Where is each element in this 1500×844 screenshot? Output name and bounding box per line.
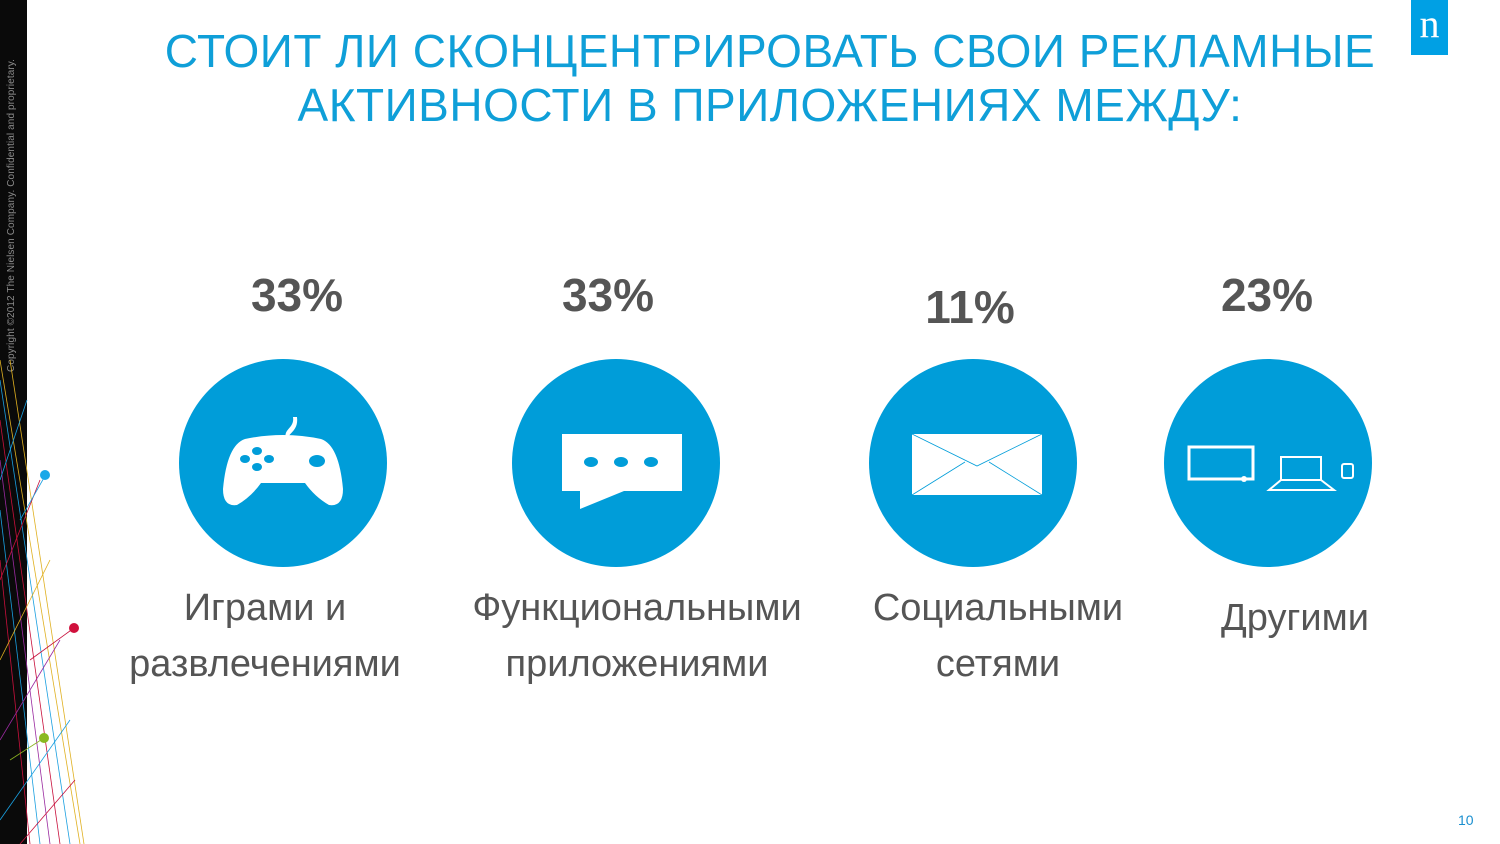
envelope-icon [911,433,1043,496]
copyright-text: Copyright ©2012 The Nielsen Company. Con… [6,58,17,372]
decorative-mesh-graphic [0,360,85,844]
label-games-line-2: развлечениями [129,643,401,685]
title-line-1: СТОИТ ЛИ СКОНЦЕНТРИРОВАТЬ СВОИ РЕКЛАМНЫЕ [164,25,1376,77]
circle-other [1164,359,1372,567]
circle-social [869,359,1077,567]
percent-games: 33% [250,269,344,321]
label-games-line-1: Играми и [183,587,347,629]
devices-icon [1187,445,1354,491]
percent-functional: 33% [561,269,655,321]
nielsen-logo: n [1411,0,1448,55]
label-social: Социальными сетями [818,580,1178,692]
circle-games [179,359,387,567]
label-other: Другими [1115,590,1475,646]
label-functional-line-1: Функциональными [472,587,802,629]
label-social-line-1: Социальными [872,587,1124,629]
page-number: 10 [1458,812,1474,828]
label-other-line-1: Другими [1221,597,1369,639]
percent-other: 23% [1220,269,1314,321]
label-functional: Функциональными приложениями [457,580,817,692]
label-social-line-2: сетями [935,643,1061,685]
title-line-2: АКТИВНОСТИ В ПРИЛОЖЕНИЯХ МЕЖДУ: [297,79,1243,131]
gamepad-icon [223,417,343,506]
label-functional-line-2: приложениями [505,643,769,685]
chat-bubble-icon [562,434,682,509]
circle-functional [512,359,720,567]
percent-social: 11% [925,281,1015,333]
label-games: Играми и развлечениями [85,580,445,692]
slide-title: СТОИТ ЛИ СКОНЦЕНТРИРОВАТЬ СВОИ РЕКЛАМНЫЕ… [100,24,1440,132]
side-bar [0,0,27,844]
